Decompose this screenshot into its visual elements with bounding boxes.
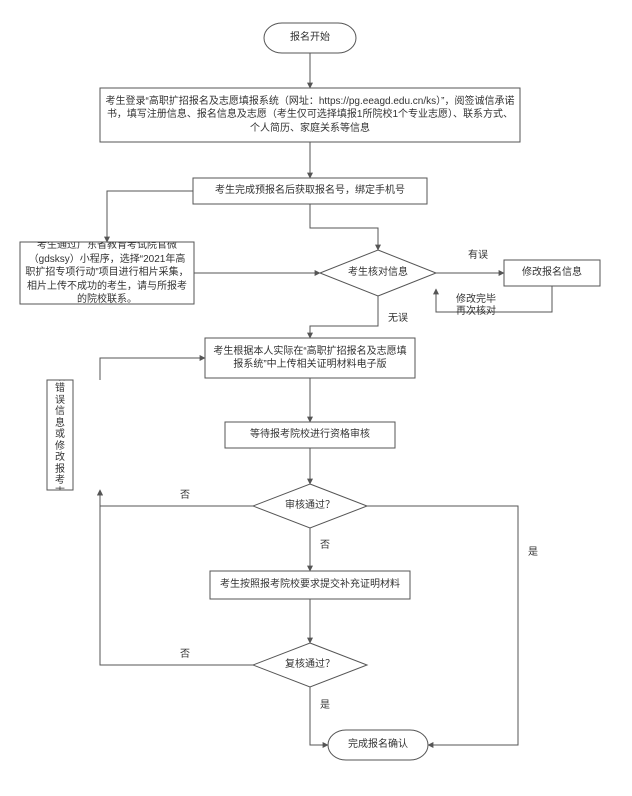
edge-label-e16: 否 <box>180 648 190 660</box>
node-start: 报名开始 <box>264 23 356 53</box>
edge-e12 <box>367 506 518 745</box>
node-text-start: 报名开始 <box>264 23 356 53</box>
node-text-verify: 考生核对信息 <box>320 250 436 296</box>
edge-e8 <box>310 296 378 338</box>
node-text-supp: 考生按照报考院校要求提交补充证明材料 <box>210 571 410 599</box>
node-text-login: 考生登录“高职扩招报名及志愿填报系统（网址：https://pg.eeagd.e… <box>100 88 520 142</box>
node-text-end: 完成报名确认 <box>328 730 428 760</box>
node-verify: 考生核对信息 <box>320 250 436 296</box>
node-fixinfo: 修 改 错 误 信 息 或 修 改 报 考 志 愿 <box>47 380 73 490</box>
edge-label-e15: 是 <box>320 699 330 711</box>
node-wait: 等待报考院校进行资格审核 <box>225 422 395 448</box>
flowchart-canvas: 报名开始考生登录“高职扩招报名及志愿填报系统（网址：https://pg.eea… <box>0 0 632 796</box>
edge-e13 <box>100 490 253 506</box>
edge-e3 <box>310 204 378 250</box>
edge-e15 <box>310 687 328 745</box>
node-getnum: 考生完成预报名后获取报名号，绑定手机号 <box>193 178 427 204</box>
edge-label-e8: 无误 <box>388 312 408 324</box>
edge-label-e13: 否 <box>180 489 190 501</box>
node-upload: 考生根据本人实际在“高职扩招报名及志愿填报系统”中上传相关证明材料电子版 <box>205 338 415 378</box>
node-photo: 考生通过广东省教育考试院官微（gdsksy）小程序，选择“2021年高职扩招专项… <box>20 242 194 304</box>
node-text-getnum: 考生完成预报名后获取报名号，绑定手机号 <box>193 178 427 204</box>
edge-label-e12: 是 <box>528 546 538 558</box>
node-audit1: 审核通过？ <box>253 484 367 528</box>
edge-label-e7: 再次核对 <box>456 304 496 317</box>
edge-label-e11: 否 <box>320 539 330 551</box>
node-text-wait: 等待报考院校进行资格审核 <box>225 422 395 448</box>
node-text-upload: 考生根据本人实际在“高职扩招报名及志愿填报系统”中上传相关证明材料电子版 <box>205 338 415 378</box>
node-supp: 考生按照报考院校要求提交补充证明材料 <box>210 571 410 599</box>
edge-label-e6: 有误 <box>468 248 488 261</box>
edge-e4 <box>107 191 193 242</box>
node-text-fixinfo: 修 改 错 误 信 息 或 修 改 报 考 志 愿 <box>47 380 73 490</box>
node-login: 考生登录“高职扩招报名及志愿填报系统（网址：https://pg.eeagd.e… <box>100 88 520 142</box>
node-text-modify: 修改报名信息 <box>504 260 600 286</box>
node-text-audit2: 复核通过？ <box>253 643 367 687</box>
node-text-photo: 考生通过广东省教育考试院官微（gdsksy）小程序，选择“2021年高职扩招专项… <box>20 242 194 304</box>
edge-e17 <box>100 358 205 380</box>
edge-label-e7: 修改完毕 <box>456 292 496 305</box>
node-end: 完成报名确认 <box>328 730 428 760</box>
node-audit2: 复核通过？ <box>253 643 367 687</box>
node-modify: 修改报名信息 <box>504 260 600 286</box>
node-text-audit1: 审核通过？ <box>253 484 367 528</box>
